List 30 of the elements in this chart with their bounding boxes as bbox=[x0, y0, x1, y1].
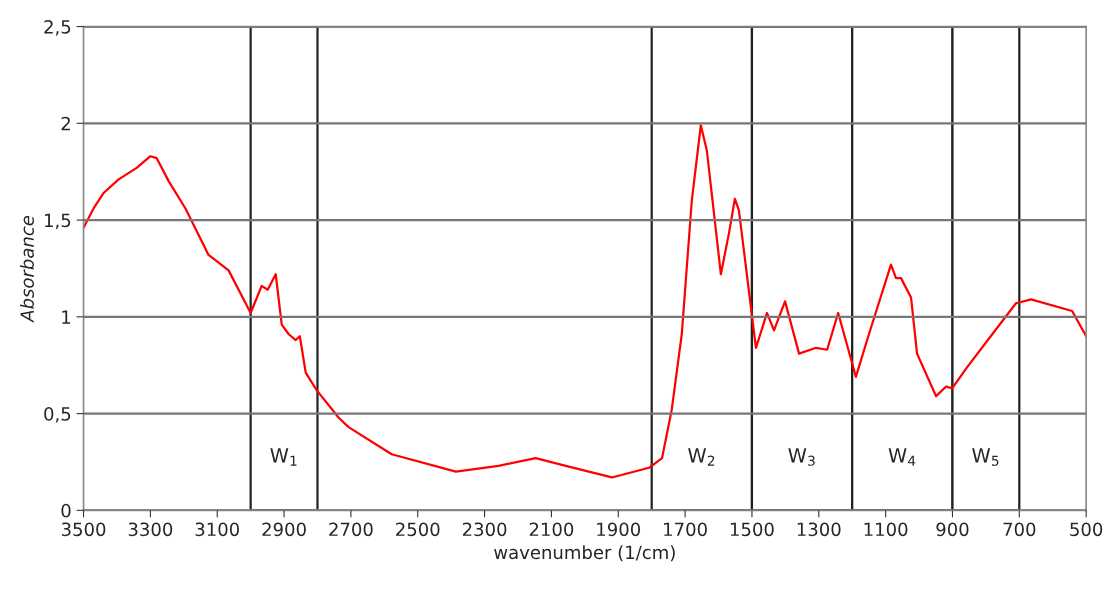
line-series bbox=[83, 124, 1087, 479]
y-tick-label: 0,5 bbox=[44, 407, 71, 423]
x-tick-label: 1500 bbox=[730, 522, 774, 537]
y-tick-label: 1 bbox=[62, 310, 71, 324]
y-axis-title: Absorbance bbox=[20, 215, 34, 323]
x-tick-label: 2900 bbox=[262, 522, 306, 537]
x-tick-label: 2100 bbox=[529, 522, 574, 537]
band-label: W$_{1}$ bbox=[270, 448, 297, 466]
y-tick-label: 2,5 bbox=[44, 20, 71, 36]
x-tick-label: 2500 bbox=[396, 522, 440, 537]
x-tick-label: 3300 bbox=[128, 522, 173, 537]
y-tick-label: 2 bbox=[61, 116, 70, 131]
x-tick-label: 3100 bbox=[195, 522, 240, 537]
x-tick-label: 2700 bbox=[329, 522, 373, 537]
x-axis-title: wavenumber (1/cm) bbox=[494, 545, 675, 562]
y-tick-label: 1,5 bbox=[45, 213, 71, 230]
y-tick-label: 0 bbox=[61, 503, 71, 518]
x-tick-label: 700 bbox=[1003, 522, 1036, 537]
x-tick-label: 1300 bbox=[797, 522, 841, 537]
x-tick-label: 2300 bbox=[462, 522, 507, 537]
x-tick-label: 500 bbox=[1070, 522, 1103, 537]
x-tick-label: 1700 bbox=[664, 522, 707, 537]
x-tick-label: 1100 bbox=[864, 522, 908, 537]
band-label: W$_{5}$ bbox=[972, 448, 999, 466]
x-tick-label: 3500 bbox=[61, 522, 106, 537]
band-label: W$_{3}$ bbox=[788, 448, 815, 466]
band-label: W$_{4}$ bbox=[888, 448, 916, 466]
x-tick-label: 1900 bbox=[597, 522, 641, 537]
band-label: W$_{2}$ bbox=[688, 448, 715, 466]
x-tick-label: 900 bbox=[936, 522, 969, 537]
